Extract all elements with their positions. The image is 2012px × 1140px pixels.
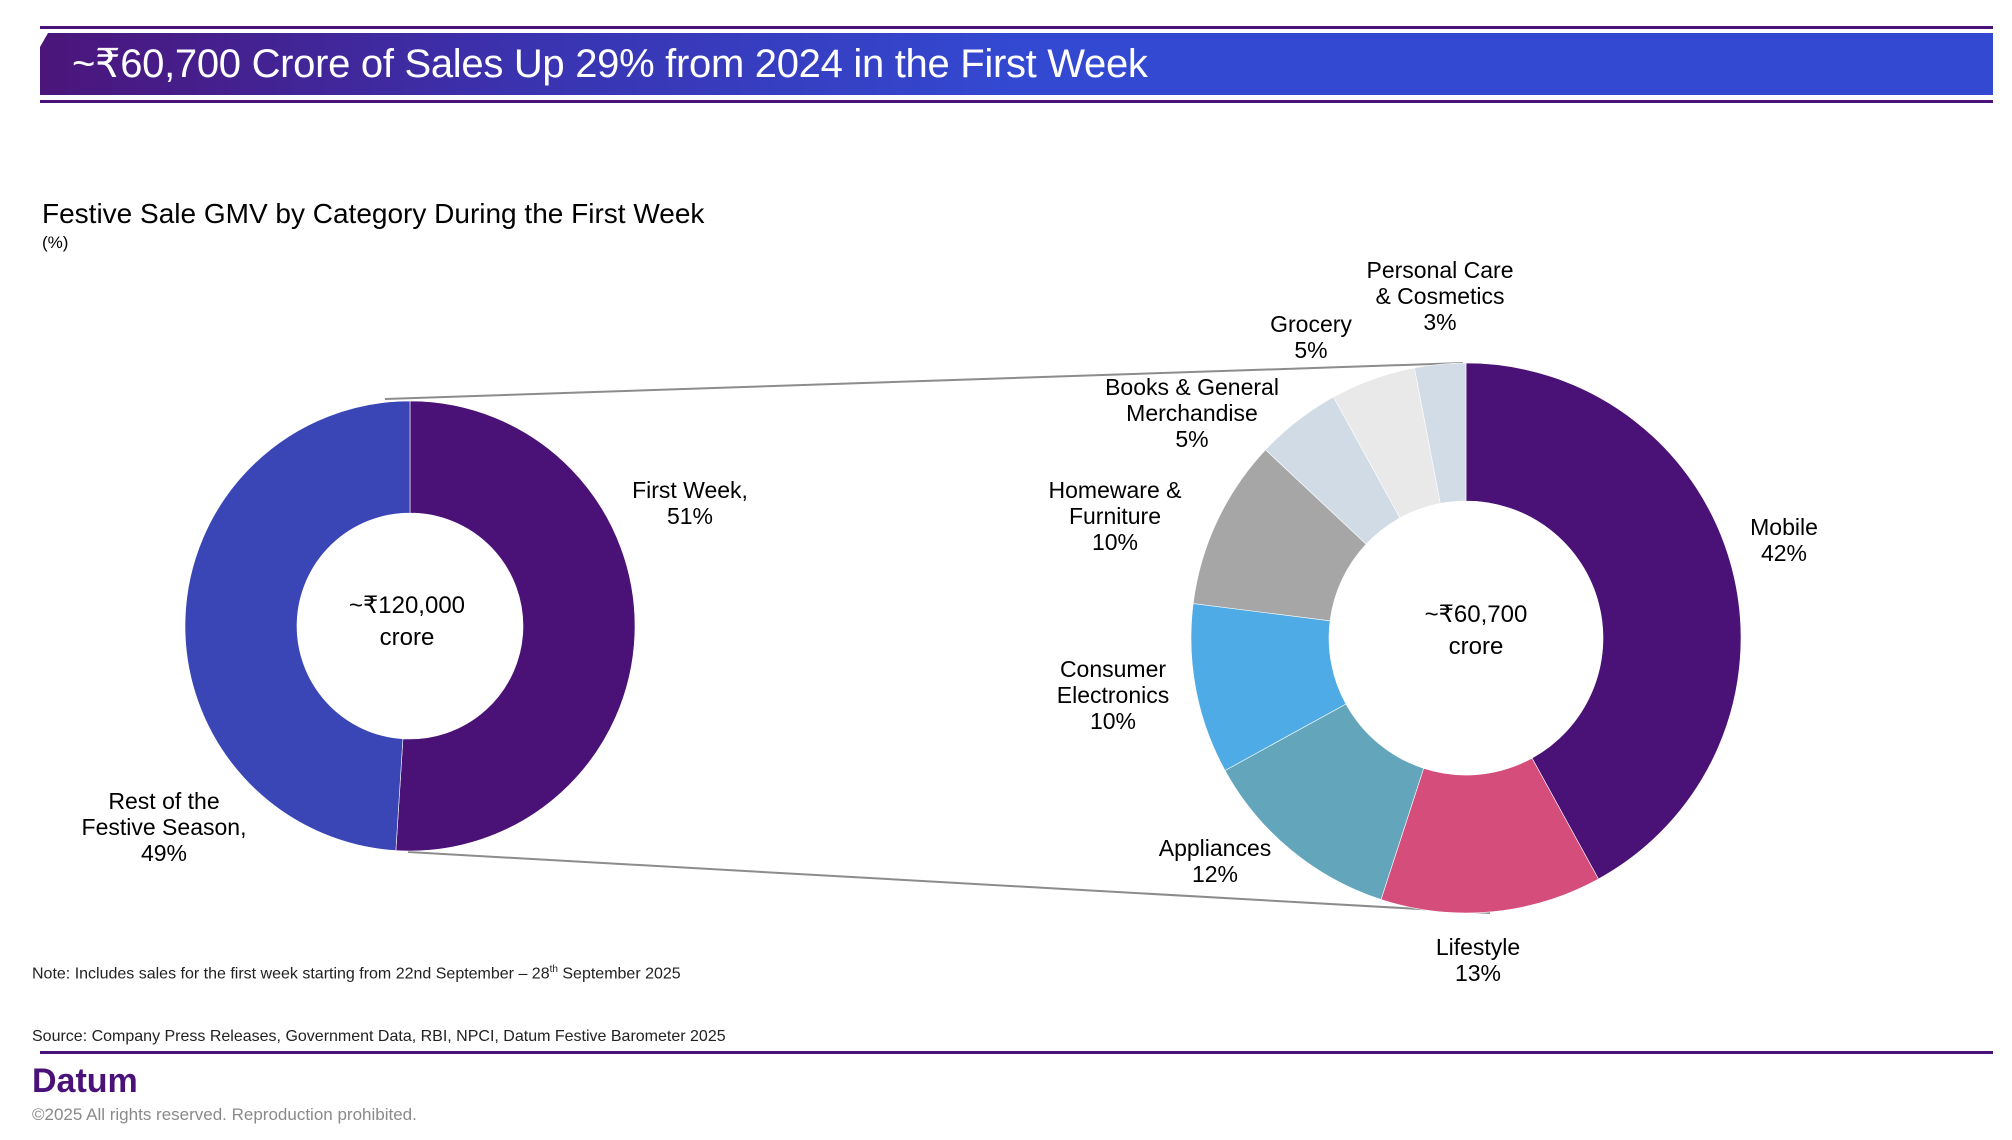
chart-unit: (%) [42,233,69,252]
chart-title: Festive Sale GMV by Category During the … [42,198,705,229]
label-consumer-electronics: Consumer Electronics 10% [1057,656,1169,734]
donut-slice-rest-of-the-festive-season [184,400,411,851]
footnote-text-end: September 2025 [557,965,681,983]
header-bottom-rule [40,100,1993,103]
donut-left [184,400,636,852]
label-value: 51% [666,503,714,529]
left-center-amount: ~₹120,000 [348,592,466,619]
label-text: & Cosmetics [1375,283,1505,309]
header-top-rule [40,26,1993,29]
label-value: 10% [1089,708,1137,734]
label-mobile: Mobile 42% [1750,514,1818,566]
label-value: 10% [1091,529,1139,555]
label-first-week: First Week, 51% [632,477,748,529]
donut-slice-lifestyle [1380,757,1599,914]
label-text: Homeware & [1048,477,1182,503]
label-text: Festive Season, [81,814,247,840]
label-text: Appliances [1158,835,1272,861]
label-books: Books & General Merchandise 5% [1105,374,1279,452]
footnote-text: Note: Includes sales for the first week … [32,965,550,983]
label-text: Grocery [1270,311,1352,337]
label-text: First Week, [632,477,748,503]
page-title: ~₹60,700 Crore of Sales Up 29% from 2024… [72,42,1148,86]
source-note: Source: Company Press Releases, Governme… [32,1028,726,1045]
label-value: 12% [1191,861,1239,887]
label-value: 5% [1294,337,1328,363]
label-homeware: Homeware & Furniture 10% [1049,477,1182,555]
footer-rule [40,1051,1993,1054]
label-appliances: Appliances 12% [1159,835,1272,887]
label-text: Rest of the [108,788,220,814]
label-value: 42% [1760,540,1808,566]
label-text: Electronics [1056,682,1170,708]
left-center-label: ~₹120,000 crore [349,590,465,654]
left-center-unit: crore [379,624,435,651]
footnote-sup: th [549,964,558,975]
donut-slice-first-week [395,400,636,852]
label-grocery: Grocery 5% [1270,311,1352,363]
label-text: Merchandise [1126,400,1258,426]
brand-logo: Datum [32,1062,138,1100]
footnote: Note: Includes sales for the first week … [32,964,681,983]
label-value: 49% [140,840,188,866]
label-value: 13% [1454,960,1502,986]
title-banner: ~₹60,700 Crore of Sales Up 29% from 2024… [40,33,1993,95]
donut-slice-mobile [1465,362,1742,880]
label-lifestyle: Lifestyle 13% [1436,934,1520,986]
label-value: 5% [1175,426,1209,452]
donut-slice-appliances [1224,703,1425,900]
donut-right [1190,362,1742,914]
label-text: Furniture [1068,503,1162,529]
copyright: ©2025 All rights reserved. Reproduction … [32,1105,417,1124]
right-center-unit: crore [1448,633,1504,660]
label-value: 3% [1423,309,1457,335]
label-text: Personal Care [1366,257,1514,283]
donut-slice-personal-care-cosmetics [1414,362,1467,504]
label-personal-care: Personal Care & Cosmetics 3% [1366,257,1513,335]
label-text: Books & General [1105,374,1279,400]
right-center-amount: ~₹60,700 [1424,601,1528,628]
label-text: Lifestyle [1435,934,1521,960]
label-rest-of-season: Rest of the Festive Season, 49% [82,788,247,866]
connector-line-bottom [407,851,1491,914]
right-center-label: ~₹60,700 crore [1425,599,1528,663]
label-text: Mobile [1750,514,1818,540]
connector-line-top [384,362,1464,400]
label-text: Consumer [1059,656,1167,682]
